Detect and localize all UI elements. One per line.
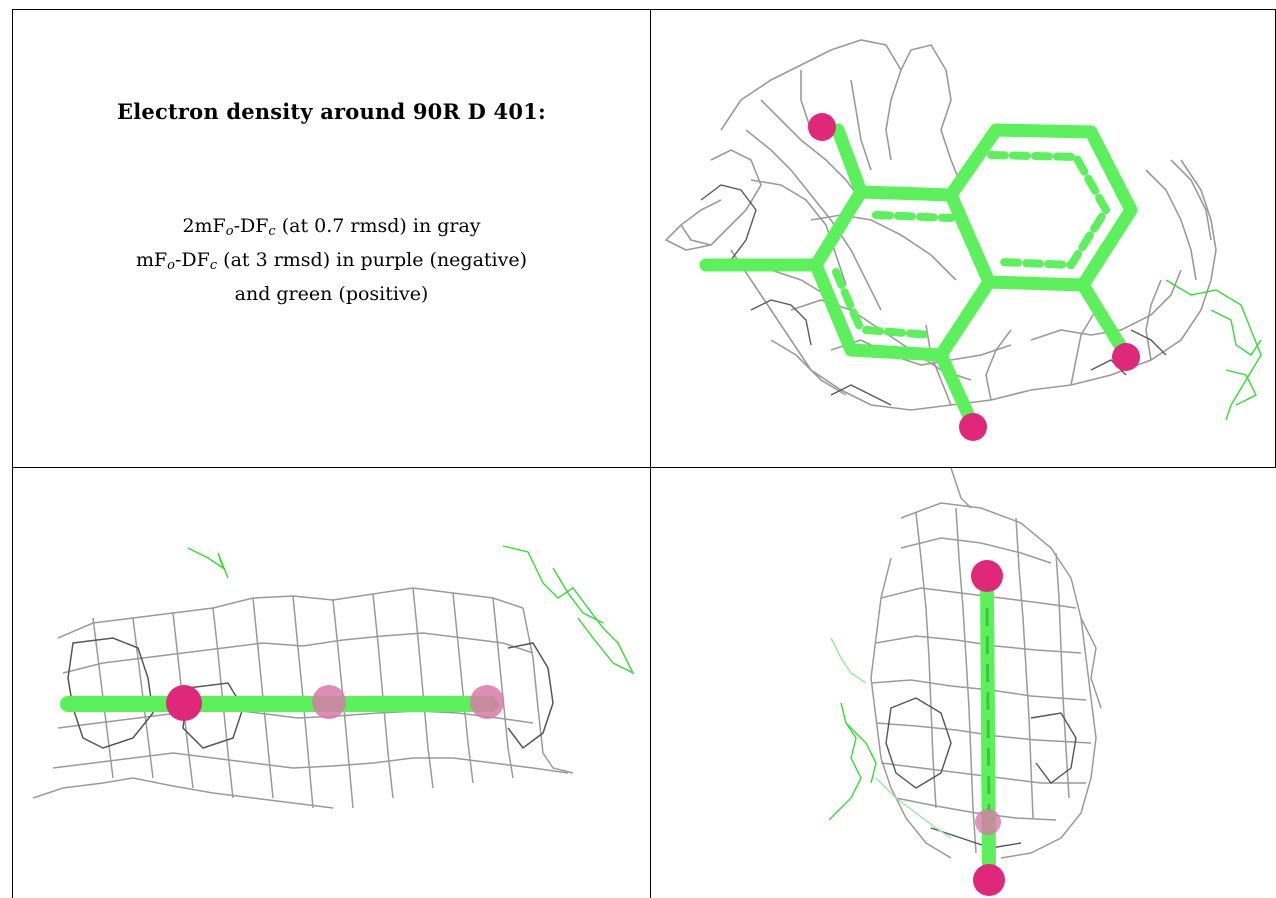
table-left-border [12,9,13,898]
oxygen-atom-side-1 [166,685,202,721]
oxygen-atoms-side [166,685,504,721]
ligand-stick-end-dash [985,607,991,814]
caption-line-green: and green (positive) [234,283,429,305]
oxygen-atom-2 [959,413,987,441]
oxygen-atom-end-2 [975,809,1001,835]
oxygen-atom-end-3 [973,864,1005,896]
caption-line-2mfo: 2mFo-DFc (at 0.7 rmsd) in gray [13,212,650,246]
dark-density-mesh-end [885,697,1077,849]
caption-title: Electron density around 90R D 401: [117,99,546,124]
caption-cell: Electron density around 90R D 401: 2mFo-… [13,10,650,466]
oxygen-atom-end-1 [971,560,1003,592]
line1-sub-o: o [225,224,234,239]
density-end-view [651,468,1275,898]
top-view-image [664,39,1262,441]
gray-density-mesh [664,39,1217,411]
line2-suffix: (at 3 rmsd) in purple (negative) [217,249,528,271]
oxygen-atom-side-3 [470,685,504,719]
line1-sub-c: c [268,224,276,239]
positive-density-mesh-side [187,545,635,675]
gray-density-mesh-end [870,468,1102,859]
side-view-image [32,545,635,809]
end-view-image [828,468,1102,896]
positive-density-mesh-end-faint [830,637,952,839]
oxygen-atoms [808,113,1140,441]
density-top-view [651,10,1275,467]
line2-sub-c: c [209,258,218,273]
density-side-view [13,468,650,898]
caption-line-mfo: mFo-DFc (at 3 rmsd) in purple (negative) [13,246,650,280]
positive-density-mesh-end [828,702,877,821]
line2-prefix: mF [135,249,168,271]
line2-mid: -DF [175,249,210,271]
line1-mid: -DF [233,215,269,237]
ligand-aromatic-dashes [832,151,1111,339]
table-center-border [650,9,651,898]
oxygen-atom-1 [808,113,836,141]
ligand-sticks [699,123,1138,432]
table-top-border [12,9,1276,10]
oxygen-atom-side-2 [312,685,346,719]
line1-prefix: 2mF [182,215,226,237]
oxygen-atom-3 [1112,343,1140,371]
line2-sub-o: o [167,258,175,273]
positive-density-mesh [1165,279,1262,421]
line1-suffix: (at 0.7 rmsd) in gray [275,215,481,237]
caption-description: 2mFo-DFc (at 0.7 rmsd) in gray mFo-DFc (… [13,212,650,309]
table-middle-border [12,467,1276,468]
oxygen-atoms-end [971,560,1005,896]
